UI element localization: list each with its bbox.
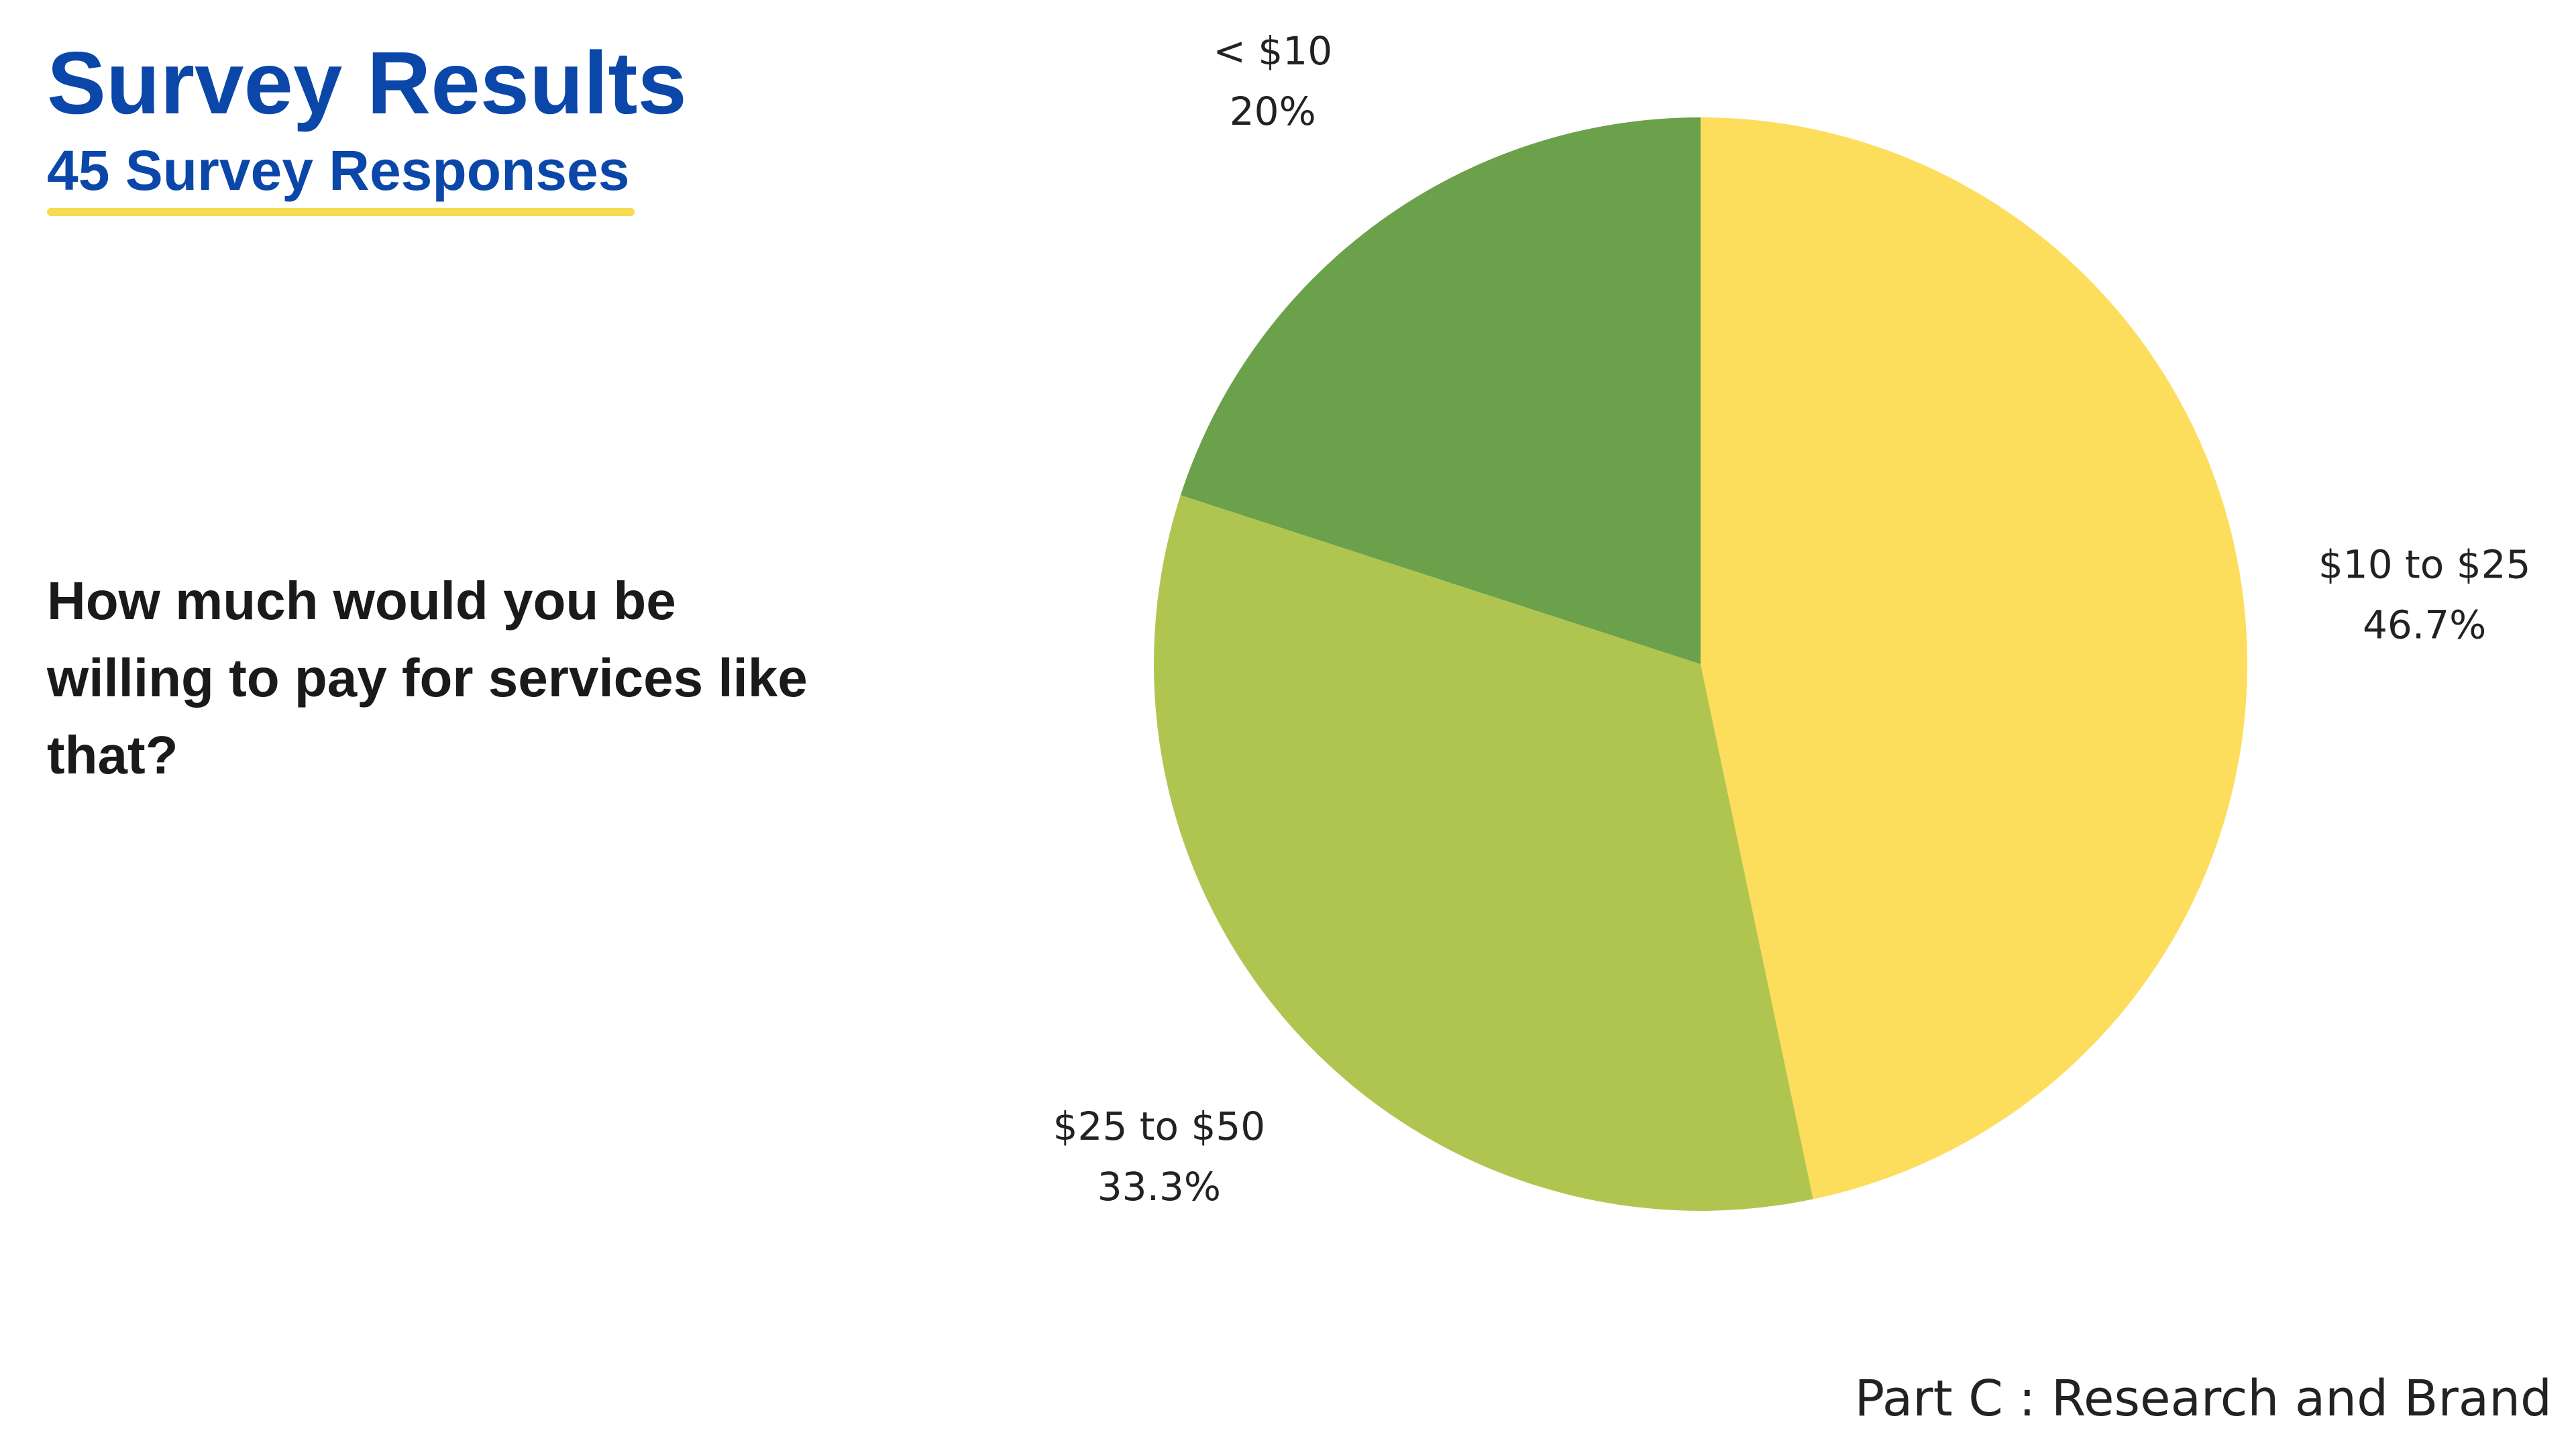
footer-text: Part C : Research and Brand [1854, 1370, 2552, 1428]
slice-percent-1: 33.3% [1097, 1164, 1221, 1210]
slice-percent-2: 20% [1230, 89, 1316, 134]
slice-label-2: < $10 [1213, 28, 1332, 74]
slice-label-0: $10 to $25 [2318, 542, 2531, 588]
title-underline [47, 208, 635, 216]
slice-percent-0: 46.7% [2363, 602, 2486, 648]
pie-slice-0 [1701, 117, 2247, 1199]
survey-question: How much would you be willing to pay for… [47, 571, 808, 785]
slice-label-1: $25 to $50 [1053, 1104, 1266, 1149]
page-subtitle: 45 Survey Responses [47, 139, 630, 202]
pie-slice-1 [1154, 495, 1813, 1211]
pie-slice-2 [1180, 117, 1701, 664]
page-title: Survey Results [47, 34, 687, 132]
